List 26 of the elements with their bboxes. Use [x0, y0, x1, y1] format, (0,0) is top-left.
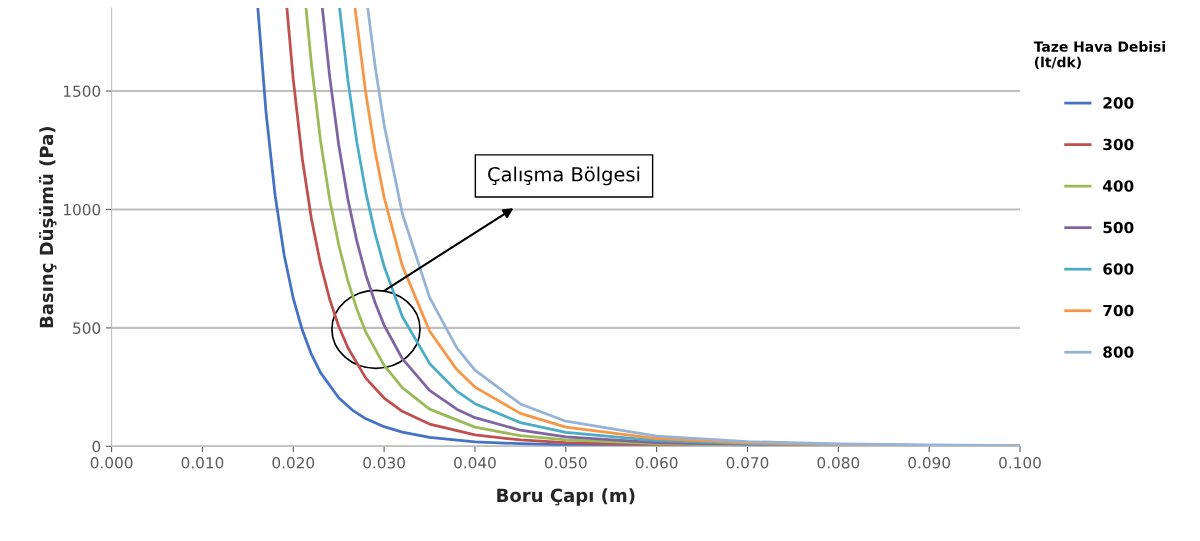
legend-label: 500 [1103, 221, 1134, 234]
legend-label: 600 [1103, 263, 1134, 275]
legend-label: 700 [1103, 304, 1134, 317]
x-tick-label: 0.090 [908, 457, 951, 469]
legend-label: 800 [1103, 346, 1134, 358]
legend-label: 400 [1102, 180, 1134, 192]
x-tick-label: 0.100 [999, 457, 1041, 469]
legend-title: Taze Hava Debisi (lt/dk) [1033, 41, 1165, 70]
x-tick-label: 0.050 [544, 457, 587, 469]
legend-label: 300 [1103, 138, 1134, 151]
x-tick-label: 0.010 [181, 457, 224, 469]
y-tick-label: 0 [92, 440, 101, 453]
x-tick-label: 0.080 [817, 457, 860, 469]
x-tick-label: 0.070 [726, 457, 769, 469]
x-tick-label: 0.040 [454, 457, 496, 469]
y-axis-title: Basınç Düşümü (Pa) [39, 126, 57, 328]
x-axis-title: Boru Çapı (m) [497, 488, 635, 506]
y-tick-label: 500 [73, 322, 101, 334]
legend-label: 200 [1103, 97, 1134, 109]
annotation: Çalışma Bölgesi [488, 166, 640, 186]
x-tick-label: 0.030 [363, 457, 405, 469]
y-tick-label: 1000 [63, 203, 101, 216]
x-tick-label: 0.000 [90, 457, 133, 469]
x-tick-label: 0.060 [635, 457, 678, 469]
y-tick-label: 1500 [63, 85, 101, 98]
x-tick-label: 0.020 [272, 457, 315, 469]
